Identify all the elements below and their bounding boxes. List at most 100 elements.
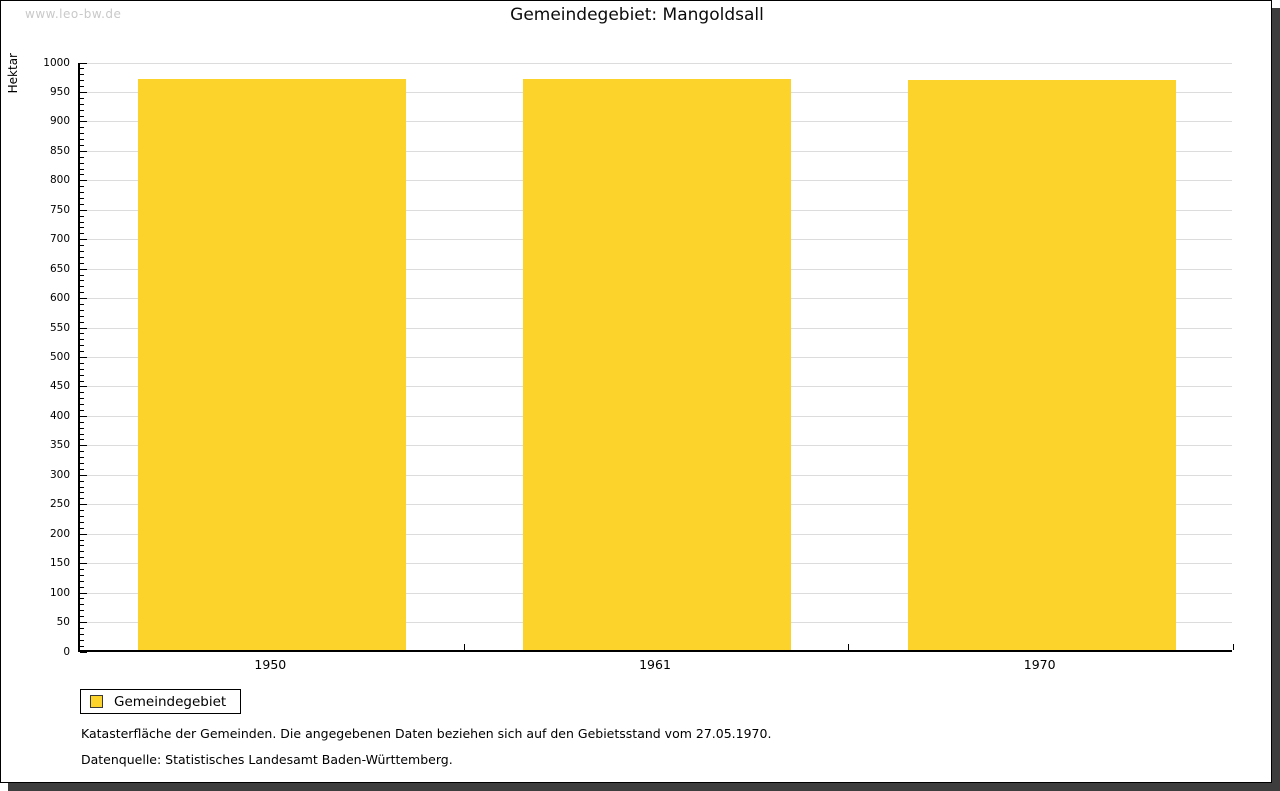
y-minor-tick <box>80 292 84 294</box>
y-minor-tick <box>80 368 84 370</box>
y-minor-tick <box>80 221 84 223</box>
legend-swatch <box>90 695 103 708</box>
y-minor-tick <box>80 557 84 559</box>
y-major-tick <box>80 445 87 447</box>
gridline <box>80 62 1232 64</box>
y-minor-tick <box>80 109 84 111</box>
y-major-tick <box>80 592 87 594</box>
y-minor-tick <box>80 639 84 641</box>
y-tick-label: 950 <box>49 85 70 98</box>
y-minor-tick <box>80 339 84 341</box>
footnote-source-note: Katasterfläche der Gemeinden. Die angege… <box>81 726 772 741</box>
y-minor-tick <box>80 127 84 129</box>
y-tick-label: 600 <box>49 292 70 305</box>
y-minor-tick <box>80 156 84 158</box>
y-minor-tick <box>80 480 84 482</box>
y-major-tick <box>80 327 87 329</box>
y-minor-tick <box>80 215 84 217</box>
y-minor-tick <box>80 68 84 70</box>
bar-1961 <box>523 79 791 650</box>
y-minor-tick <box>80 510 84 512</box>
y-minor-tick <box>80 374 84 376</box>
y-minor-tick <box>80 457 84 459</box>
x-tick-label: 1961 <box>639 657 671 672</box>
y-minor-tick <box>80 174 84 176</box>
y-minor-tick <box>80 280 84 282</box>
y-minor-tick <box>80 545 84 547</box>
y-major-tick <box>80 533 87 535</box>
y-minor-tick <box>80 586 84 588</box>
y-minor-tick <box>80 598 84 600</box>
y-tick-label: 750 <box>49 203 70 216</box>
y-minor-tick <box>80 633 84 635</box>
y-major-tick <box>80 150 87 152</box>
watermark: www.leo-bw.de <box>25 7 122 21</box>
y-minor-tick <box>80 616 84 618</box>
y-minor-tick <box>80 333 84 335</box>
y-minor-tick <box>80 192 84 194</box>
y-minor-tick <box>80 610 84 612</box>
y-minor-tick <box>80 345 84 347</box>
y-minor-tick <box>80 580 84 582</box>
y-minor-tick <box>80 498 84 500</box>
y-minor-tick <box>80 527 84 529</box>
y-minor-tick <box>80 539 84 541</box>
y-tick-label: 250 <box>49 498 70 511</box>
y-minor-tick <box>80 521 84 523</box>
y-minor-tick <box>80 274 84 276</box>
legend: Gemeindegebiet <box>80 689 242 714</box>
y-tick-label: 650 <box>49 262 70 275</box>
y-minor-tick <box>80 256 84 258</box>
y-major-tick <box>80 298 87 300</box>
x-axis-tick <box>1233 644 1234 650</box>
y-major-tick <box>80 651 87 653</box>
y-minor-tick <box>80 203 84 205</box>
footnote-data-source: Datenquelle: Statistisches Landesamt Bad… <box>81 752 453 767</box>
y-tick-label: 200 <box>49 527 70 540</box>
y-tick-label: 150 <box>49 557 70 570</box>
y-minor-tick <box>80 492 84 494</box>
y-minor-tick <box>80 144 84 146</box>
y-minor-tick <box>80 463 84 465</box>
y-tick-label: 50 <box>56 616 70 629</box>
y-minor-tick <box>80 133 84 135</box>
y-minor-tick <box>80 80 84 82</box>
y-minor-tick <box>80 74 84 76</box>
y-tick-label: 700 <box>49 233 70 246</box>
y-major-tick <box>80 62 87 64</box>
y-major-tick <box>80 180 87 182</box>
y-minor-tick <box>80 262 84 264</box>
x-tick-label: 1950 <box>254 657 287 672</box>
y-minor-tick <box>80 245 84 247</box>
y-minor-tick <box>80 309 84 311</box>
y-tick-label: 300 <box>49 468 70 481</box>
y-major-tick <box>80 91 87 93</box>
y-minor-tick <box>80 227 84 229</box>
plot-area <box>78 62 1234 653</box>
y-minor-tick <box>80 168 84 170</box>
y-minor-tick <box>80 433 84 435</box>
y-major-tick <box>80 622 87 624</box>
y-minor-tick <box>80 286 84 288</box>
y-tick-label: 0 <box>63 645 70 658</box>
y-major-tick <box>80 121 87 123</box>
y-tick-label: 350 <box>49 439 70 452</box>
y-minor-tick <box>80 451 84 453</box>
x-axis-tick <box>463 644 465 650</box>
y-minor-tick <box>80 233 84 235</box>
y-minor-tick <box>80 115 84 117</box>
y-minor-tick <box>80 574 84 576</box>
y-major-tick <box>80 504 87 506</box>
y-minor-tick <box>80 516 84 518</box>
bar-1970 <box>907 80 1176 650</box>
y-tick-label: 900 <box>49 115 70 128</box>
y-major-tick <box>80 474 87 476</box>
x-axis-tick <box>848 644 850 650</box>
y-axis-label: Hektar <box>6 53 20 94</box>
x-tick-label: 1970 <box>1023 657 1056 672</box>
y-major-tick <box>80 268 87 270</box>
y-minor-tick <box>80 162 84 164</box>
y-minor-tick <box>80 250 84 252</box>
y-minor-tick <box>80 97 84 99</box>
